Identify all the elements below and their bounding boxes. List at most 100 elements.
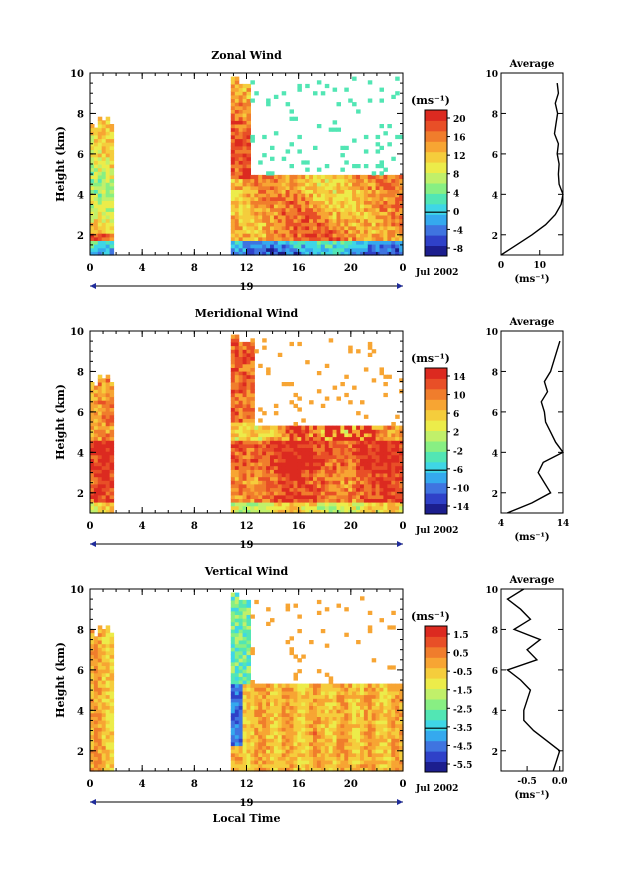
heatmap-cell xyxy=(320,458,326,463)
heatmap-cell xyxy=(285,502,291,507)
heatmap-cell xyxy=(250,407,255,412)
heatmap-cell xyxy=(360,432,365,438)
heatmap-cell xyxy=(344,509,349,514)
heatmap-cell xyxy=(230,149,236,154)
heatmap-cell xyxy=(297,240,302,245)
heatmap-cell xyxy=(246,167,251,172)
heatmap-cell xyxy=(97,741,103,747)
heatmap-cell xyxy=(101,185,107,190)
heatmap-cell xyxy=(246,345,251,350)
heatmap-cell xyxy=(230,207,236,212)
heatmap-cell xyxy=(371,425,377,430)
heatmap-cell xyxy=(383,705,388,710)
heatmap-cell xyxy=(230,414,236,419)
heatmap-cell xyxy=(371,723,377,728)
heatmap-cell xyxy=(242,207,248,212)
average-frame xyxy=(500,330,564,514)
heatmap-cell xyxy=(109,400,115,405)
heatmap-cell xyxy=(273,425,279,430)
heatmap-cell xyxy=(383,701,388,706)
heatmap-cell xyxy=(293,244,298,249)
heatmap-cell xyxy=(340,741,345,747)
heatmap-cell xyxy=(281,694,287,699)
heatmap-cell xyxy=(285,749,291,754)
heatmap-cell xyxy=(230,418,236,423)
heatmap-cell xyxy=(332,174,338,180)
heatmap-cell xyxy=(93,763,99,768)
heatmap-cell xyxy=(101,160,107,165)
heatmap-cell xyxy=(250,134,255,140)
heatmap-cell xyxy=(356,109,361,114)
heatmap-cell xyxy=(242,400,248,405)
heatmap-cell xyxy=(285,494,291,499)
heatmap-cell xyxy=(316,447,322,452)
heatmap-cell xyxy=(371,483,377,489)
heatmap-cell xyxy=(336,432,341,438)
heatmap-cell xyxy=(101,727,107,732)
heatmap-cell xyxy=(305,189,310,194)
heatmap-cell xyxy=(360,683,365,688)
heatmap-cell xyxy=(258,447,263,452)
heatmap-cell xyxy=(360,741,365,747)
heatmap-cell xyxy=(246,382,251,387)
heatmap-cell xyxy=(352,698,357,703)
heatmap-cell xyxy=(375,709,381,714)
heatmap-cell xyxy=(293,701,298,706)
heatmap-cell xyxy=(258,429,263,434)
heatmap-cell xyxy=(375,454,381,459)
heatmap-cell xyxy=(289,494,294,499)
heatmap-cell xyxy=(285,247,291,252)
heatmap-cell xyxy=(316,371,322,376)
heatmap-cell xyxy=(313,200,318,205)
heatmap-cell xyxy=(336,720,341,725)
heatmap-cell xyxy=(250,233,255,238)
heatmap-cell xyxy=(395,723,400,728)
heatmap-cell xyxy=(289,491,294,496)
heatmap-cell xyxy=(234,720,240,725)
heatmap-cell xyxy=(309,709,314,714)
heatmap-cell xyxy=(289,247,294,252)
heatmap-cell xyxy=(332,215,338,220)
heatmap-cell xyxy=(367,462,373,467)
heatmap-cell xyxy=(301,454,306,459)
heatmap-cell xyxy=(254,236,259,241)
heatmap-cell xyxy=(371,752,377,757)
heatmap-cell xyxy=(305,502,310,507)
heatmap-cell xyxy=(262,178,267,183)
heatmap-cell xyxy=(101,680,107,685)
heatmap-cell xyxy=(90,134,95,140)
x-tick-label: 16 xyxy=(292,779,306,790)
heatmap-cell xyxy=(383,185,388,190)
heatmap-cell xyxy=(395,494,400,499)
heatmap-cell xyxy=(230,447,236,452)
heatmap-cell xyxy=(250,211,255,216)
heatmap-cell xyxy=(305,440,310,445)
heatmap-cell xyxy=(375,236,381,241)
heatmap-cell xyxy=(277,425,283,430)
heatmap-cell xyxy=(363,716,369,721)
heatmap-cell xyxy=(367,454,373,459)
heatmap-cell xyxy=(379,502,384,507)
heatmap-cell xyxy=(367,625,373,630)
heatmap-cell xyxy=(277,509,283,514)
heatmap-cell xyxy=(97,236,103,241)
heatmap-cell xyxy=(340,469,345,474)
heatmap-cell xyxy=(348,705,353,710)
heatmap-cell xyxy=(242,498,248,503)
heatmap-cell xyxy=(93,734,99,739)
heatmap-cell xyxy=(238,647,244,652)
heatmap-cell xyxy=(328,229,334,234)
heatmap-cell xyxy=(105,164,111,169)
heatmap-cell xyxy=(258,738,263,743)
heatmap-cell xyxy=(109,171,115,176)
heatmap-cell xyxy=(328,247,334,252)
heatmap-cell xyxy=(258,229,263,234)
heatmap-cell xyxy=(363,469,369,474)
heatmap-cell xyxy=(360,763,365,768)
heatmap-cell xyxy=(242,94,248,99)
heatmap-cell xyxy=(395,447,400,452)
heatmap-cell xyxy=(293,760,298,765)
heatmap-cell xyxy=(340,196,345,201)
heatmap-cell xyxy=(293,756,298,761)
heatmap-cell xyxy=(270,204,275,209)
